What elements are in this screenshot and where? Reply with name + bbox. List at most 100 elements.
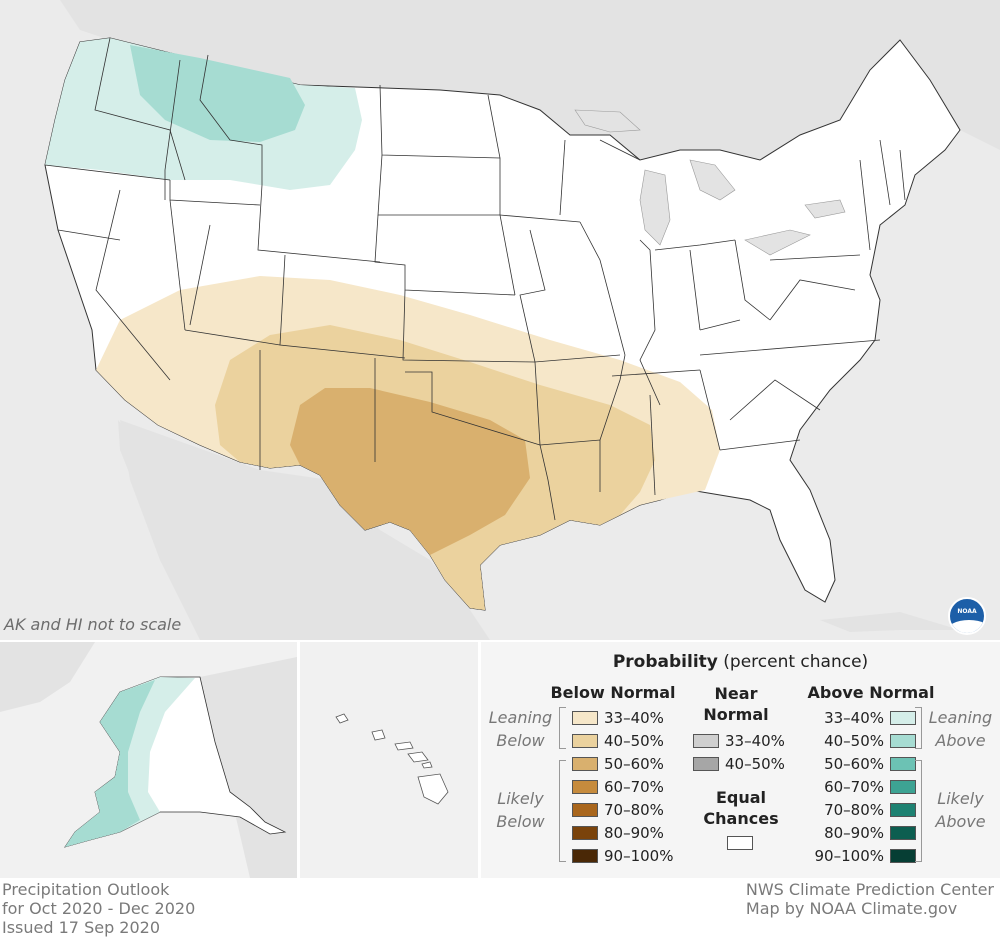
hawaii-map-graphic	[335, 713, 449, 805]
below-row-2: 40–50%	[572, 730, 664, 752]
below-swatch-2	[572, 734, 598, 748]
hawaii-inset	[300, 642, 478, 878]
above-swatch-1	[890, 711, 916, 725]
canada-inset-land	[200, 657, 297, 878]
alaska-map-graphic	[0, 642, 297, 878]
alaska-above-leaning	[65, 677, 195, 847]
outlook-info: Precipitation Outlook for Oct 2020 - Dec…	[2, 880, 195, 937]
scale-note: AK and HI not to scale	[4, 615, 182, 634]
legend-title-bold: Probability	[612, 652, 718, 672]
below-swatch-4	[572, 780, 598, 794]
conus-map-graphic	[44, 0, 1000, 640]
alaska-above-likely	[65, 680, 155, 847]
near-swatch-2	[693, 757, 719, 771]
above-swatch-5	[890, 803, 916, 817]
likely-above-bracket	[915, 760, 922, 862]
below-row-1: 33–40%	[572, 707, 664, 729]
near-label-2: 40–50%	[725, 755, 785, 773]
above-swatch-7	[890, 849, 916, 863]
below-row-4: 60–70%	[572, 776, 664, 798]
leaning-below-bracket	[559, 707, 566, 749]
below-normal-header: Below Normal	[550, 683, 676, 702]
above-row-2: 40–50%	[824, 730, 916, 752]
near-swatch-1	[693, 734, 719, 748]
leaning-below-line1: Leaning	[488, 708, 553, 727]
below-likely-zone	[290, 388, 530, 555]
leaning-above-label: Leaning Above	[923, 706, 998, 752]
mexico-land	[120, 420, 490, 640]
hawaii-islands	[335, 713, 449, 805]
near-normal-header-line1: Near	[714, 684, 758, 703]
great-lakes	[574, 109, 846, 256]
equal-chances-line1: Equal	[715, 788, 767, 807]
credit-cpc: NWS Climate Prediction Center	[745, 880, 994, 899]
near-row-2: 40–50%	[693, 753, 785, 775]
likely-above-line2: Above	[935, 812, 986, 831]
above-swatch-3	[890, 757, 916, 771]
likely-below-label: Likely Below	[483, 787, 558, 833]
outlook-title: Precipitation Outlook	[2, 880, 170, 899]
above-label-7: 90–100%	[814, 847, 884, 865]
likely-below-line2: Below	[496, 812, 545, 831]
legend-title-rest: (percent chance)	[723, 652, 869, 672]
above-swatch-2	[890, 734, 916, 748]
conus-map: AK and HI not to scale NOAA	[0, 0, 1000, 640]
russia-land	[0, 642, 95, 712]
leaning-above-bracket	[915, 707, 922, 749]
near-label-1: 33–40%	[725, 732, 785, 750]
equal-chances-header: Equal Chances	[691, 787, 791, 829]
alaska-inset	[0, 642, 297, 878]
noaa-logo-wave	[950, 620, 984, 633]
above-row-1: 33–40%	[824, 707, 916, 729]
likely-below-bracket	[559, 760, 566, 862]
credit-map: Map by NOAA Climate.gov	[745, 899, 958, 918]
leaning-above-line1: Leaning	[928, 708, 993, 727]
below-label-1: 33–40%	[604, 709, 664, 727]
state-borders	[44, 37, 906, 521]
noaa-logo-text: NOAA	[957, 608, 977, 615]
below-swatch-3	[572, 757, 598, 771]
above-likely-zone	[130, 45, 305, 142]
below-label-2: 40–50%	[604, 732, 664, 750]
below-swatch-5	[572, 803, 598, 817]
equal-chances-swatch	[727, 836, 753, 850]
above-row-3: 50–60%	[824, 753, 916, 775]
below-label-5: 70–80%	[604, 801, 664, 819]
likely-above-label: Likely Above	[923, 787, 998, 833]
equal-chances-line2: Chances	[703, 809, 779, 828]
near-normal-header-line2: Normal	[703, 705, 769, 724]
canada-land	[60, 0, 1000, 160]
above-label-1: 33–40%	[824, 709, 884, 727]
above-swatch-4	[890, 780, 916, 794]
above-row-6: 80–90%	[824, 822, 916, 844]
below-label-7: 90–100%	[604, 847, 674, 865]
below-swatch-6	[572, 826, 598, 840]
legend-panel: Probability (percent chance) Below Norma…	[481, 642, 1000, 878]
outlook-period: for Oct 2020 - Dec 2020	[2, 899, 196, 918]
below-row-5: 70–80%	[572, 799, 664, 821]
leaning-below-label: Leaning Below	[483, 706, 558, 752]
likely-below-line1: Likely	[497, 789, 544, 808]
above-label-3: 50–60%	[824, 755, 884, 773]
cuba-land	[820, 612, 960, 632]
above-label-4: 60–70%	[824, 778, 884, 796]
near-normal-header: Near Normal	[686, 683, 786, 725]
credits: NWS Climate Prediction Center Map by NOA…	[746, 880, 994, 918]
above-normal-header: Above Normal	[807, 683, 935, 702]
below-row-6: 80–90%	[572, 822, 664, 844]
above-label-5: 70–80%	[824, 801, 884, 819]
above-row-5: 70–80%	[824, 799, 916, 821]
baja-land	[118, 420, 200, 605]
outlook-issued: Issued 17 Sep 2020	[2, 918, 161, 937]
above-label-2: 40–50%	[824, 732, 884, 750]
below-label-3: 50–60%	[604, 755, 664, 773]
above-swatch-6	[890, 826, 916, 840]
leaning-above-line2: Above	[935, 731, 986, 750]
below-label-6: 80–90%	[604, 824, 664, 842]
above-label-6: 80–90%	[824, 824, 884, 842]
likely-above-line1: Likely	[937, 789, 984, 808]
below-swatch-7	[572, 849, 598, 863]
legend-title: Probability (percent chance)	[481, 652, 1000, 672]
near-row-1: 33–40%	[693, 730, 785, 752]
below-row-7: 90–100%	[572, 845, 673, 867]
